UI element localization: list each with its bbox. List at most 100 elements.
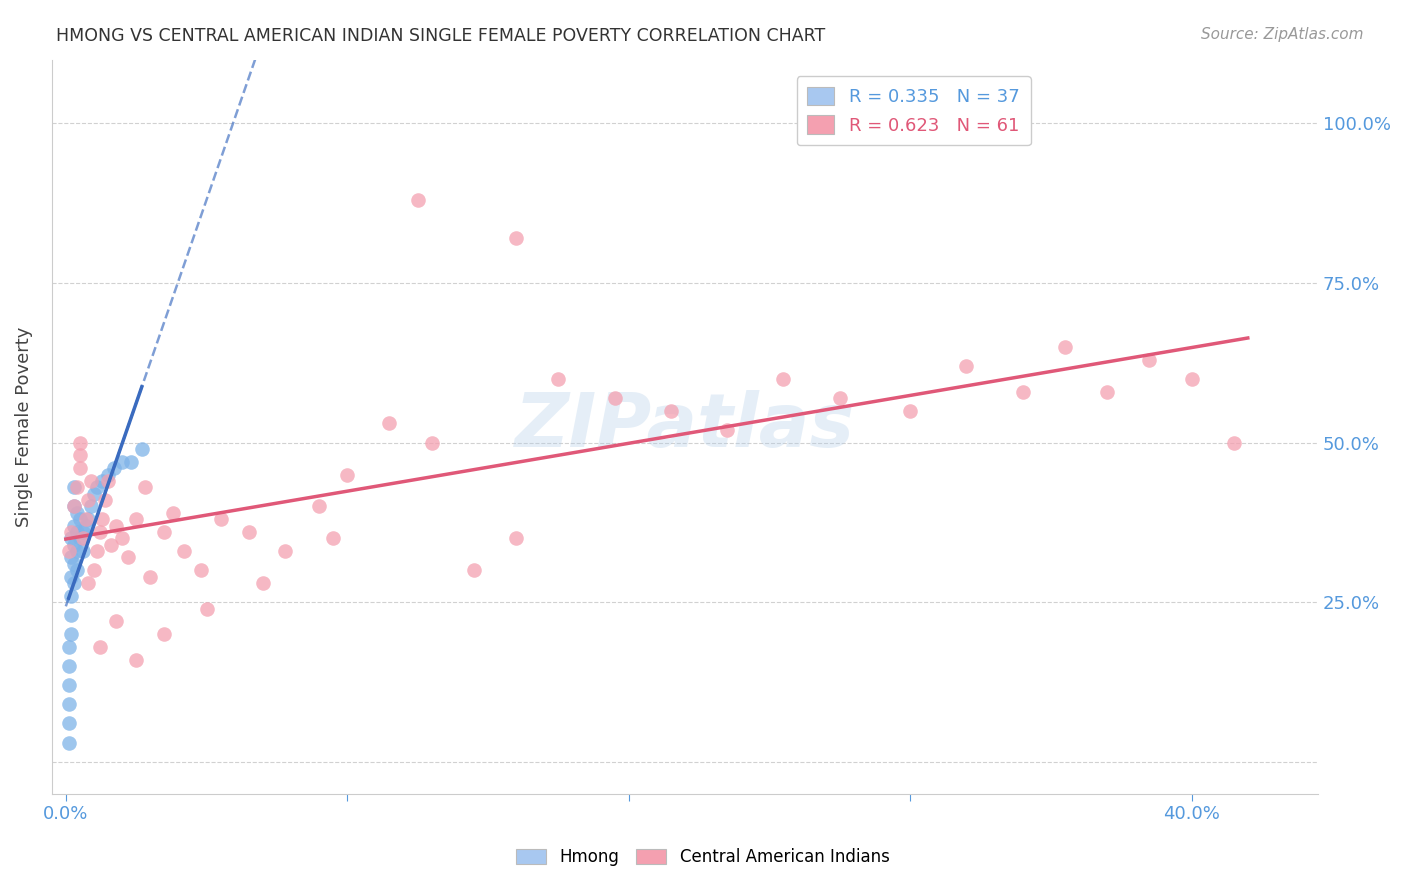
Text: HMONG VS CENTRAL AMERICAN INDIAN SINGLE FEMALE POVERTY CORRELATION CHART: HMONG VS CENTRAL AMERICAN INDIAN SINGLE …	[56, 27, 825, 45]
Point	[60, 532, 83, 546]
Point	[63, 500, 86, 514]
Point	[89, 640, 111, 654]
Point	[898, 403, 921, 417]
Point	[153, 524, 176, 539]
Point	[60, 607, 83, 622]
Point	[547, 372, 569, 386]
Point	[91, 474, 114, 488]
Point	[86, 544, 108, 558]
Point	[63, 518, 86, 533]
Point	[252, 576, 274, 591]
Point	[1053, 340, 1076, 354]
Point	[60, 569, 83, 583]
Point	[125, 512, 148, 526]
Point	[66, 480, 89, 494]
Point	[83, 486, 105, 500]
Point	[117, 550, 139, 565]
Point	[195, 601, 218, 615]
Point	[58, 544, 80, 558]
Point	[63, 557, 86, 571]
Point	[63, 538, 86, 552]
Point	[66, 544, 89, 558]
Point	[75, 512, 97, 526]
Point	[955, 359, 977, 373]
Point	[77, 576, 100, 591]
Point	[63, 480, 86, 494]
Point	[69, 532, 91, 546]
Point	[66, 506, 89, 520]
Point	[105, 518, 128, 533]
Point	[209, 512, 232, 526]
Point	[1222, 435, 1244, 450]
Point	[190, 563, 212, 577]
Point	[66, 524, 89, 539]
Point	[139, 569, 162, 583]
Point	[1095, 384, 1118, 399]
Text: Source: ZipAtlas.com: Source: ZipAtlas.com	[1201, 27, 1364, 42]
Legend: R = 0.335   N = 37, R = 0.623   N = 61: R = 0.335 N = 37, R = 0.623 N = 61	[797, 76, 1031, 145]
Point	[1137, 352, 1160, 367]
Point	[173, 544, 195, 558]
Point	[58, 736, 80, 750]
Point	[75, 518, 97, 533]
Point	[505, 532, 527, 546]
Point	[322, 532, 344, 546]
Point	[72, 532, 94, 546]
Text: ZIPatlas: ZIPatlas	[515, 390, 855, 463]
Point	[828, 391, 851, 405]
Point	[63, 500, 86, 514]
Point	[66, 563, 89, 577]
Point	[60, 524, 83, 539]
Point	[58, 640, 80, 654]
Point	[378, 417, 401, 431]
Point	[336, 467, 359, 482]
Point	[162, 506, 184, 520]
Point	[72, 524, 94, 539]
Point	[97, 474, 120, 488]
Point	[308, 500, 330, 514]
Point	[58, 659, 80, 673]
Point	[69, 448, 91, 462]
Point	[97, 467, 120, 482]
Point	[77, 493, 100, 508]
Point	[94, 493, 117, 508]
Point	[716, 423, 738, 437]
Point	[659, 403, 682, 417]
Point	[60, 589, 83, 603]
Point	[274, 544, 297, 558]
Point	[1180, 372, 1202, 386]
Point	[100, 538, 122, 552]
Point	[58, 698, 80, 712]
Point	[80, 500, 103, 514]
Point	[772, 372, 794, 386]
Point	[58, 678, 80, 692]
Legend: Hmong, Central American Indians: Hmong, Central American Indians	[508, 840, 898, 875]
Point	[120, 455, 142, 469]
Point	[103, 461, 125, 475]
Point	[80, 474, 103, 488]
Point	[63, 576, 86, 591]
Point	[153, 627, 176, 641]
Point	[238, 524, 260, 539]
Point	[463, 563, 485, 577]
Point	[86, 480, 108, 494]
Point	[125, 652, 148, 666]
Point	[406, 193, 429, 207]
Point	[60, 550, 83, 565]
Point	[60, 627, 83, 641]
Point	[91, 512, 114, 526]
Point	[420, 435, 443, 450]
Y-axis label: Single Female Poverty: Single Female Poverty	[15, 326, 32, 527]
Point	[77, 512, 100, 526]
Point	[603, 391, 626, 405]
Point	[89, 524, 111, 539]
Point	[1011, 384, 1033, 399]
Point	[111, 455, 134, 469]
Point	[69, 435, 91, 450]
Point	[111, 532, 134, 546]
Point	[72, 544, 94, 558]
Point	[58, 716, 80, 731]
Point	[134, 480, 156, 494]
Point	[105, 615, 128, 629]
Point	[69, 512, 91, 526]
